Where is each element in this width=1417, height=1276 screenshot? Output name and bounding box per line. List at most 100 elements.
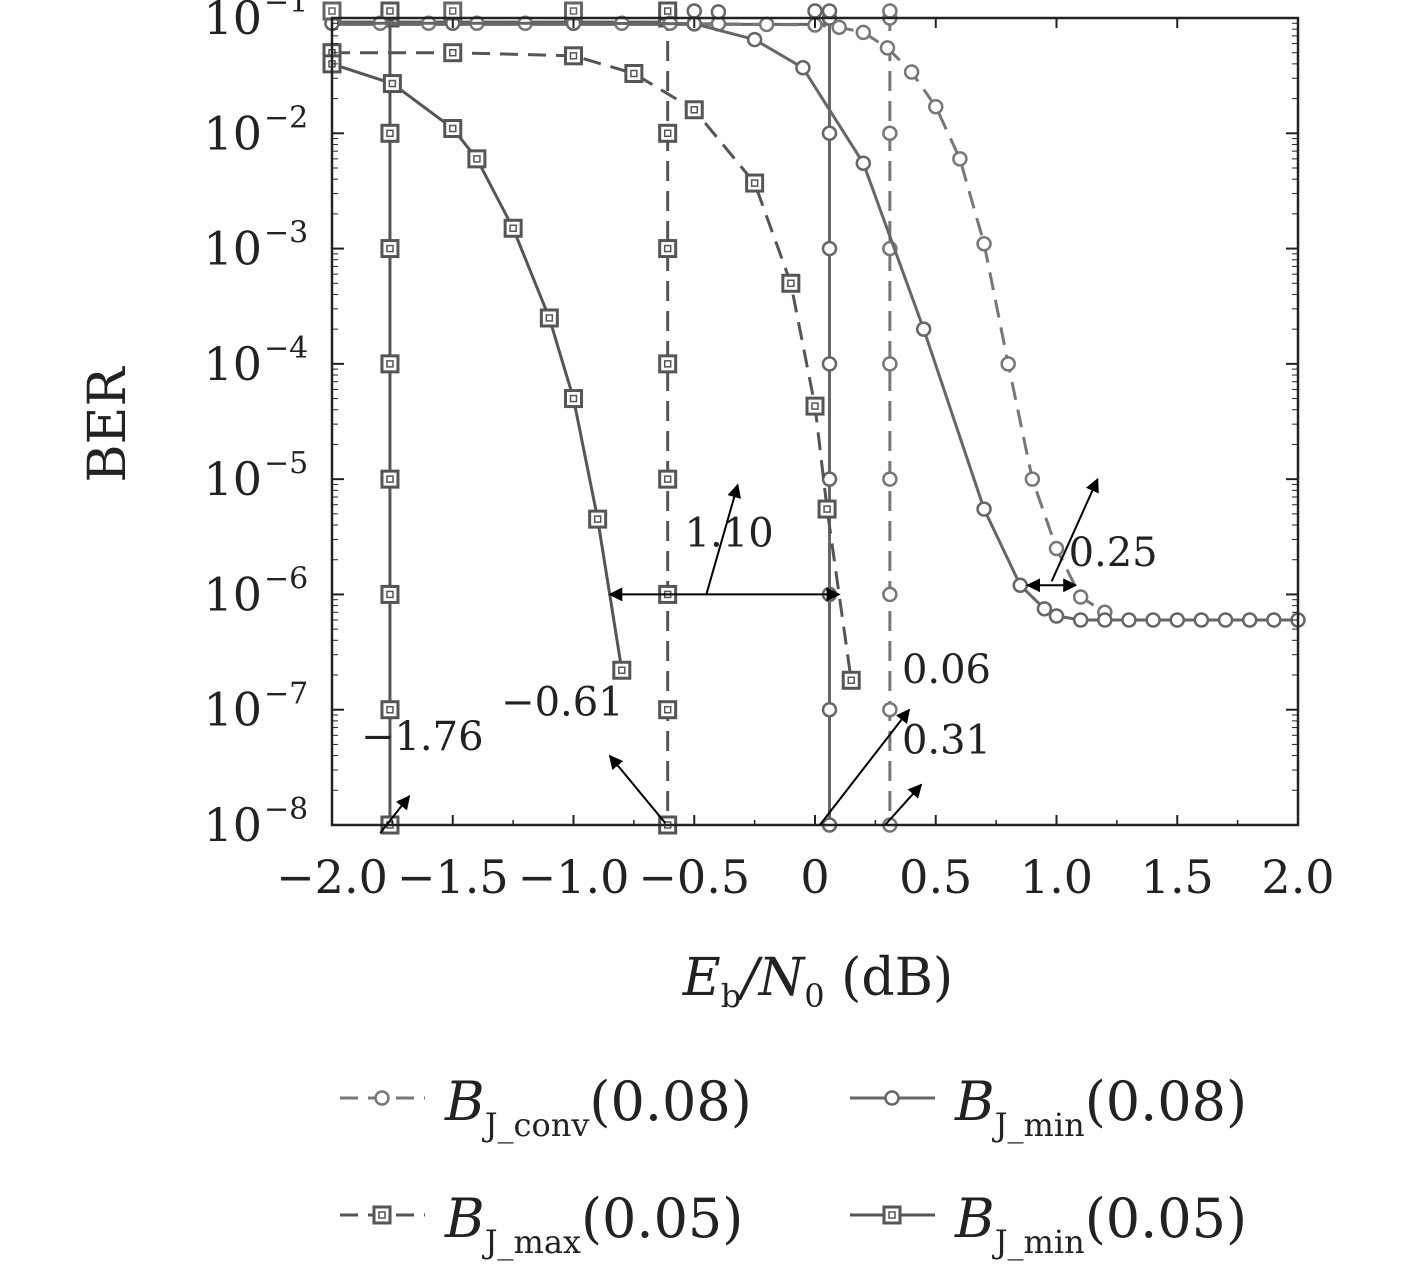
point-min008 bbox=[1145, 612, 1161, 628]
threshold-marker-inner bbox=[663, 129, 672, 138]
y-tick-exponent: −8 bbox=[264, 792, 308, 827]
threshold-marker bbox=[882, 125, 898, 142]
y-tick-label: 10 bbox=[203, 798, 262, 852]
legend: BJ_conv(0.08) BJ_min(0.08) BJ_max(0.05) BJ_… bbox=[340, 1070, 1247, 1261]
point-max005-inner bbox=[449, 48, 457, 57]
y-tick-label: 10 bbox=[203, 452, 262, 506]
point-max005-inner bbox=[823, 505, 831, 513]
threshold-marker bbox=[821, 701, 838, 718]
y-tick-label: 10 bbox=[203, 567, 262, 621]
top-marker bbox=[710, 4, 727, 20]
threshold-marker-inner bbox=[386, 129, 394, 138]
point-max005-inner bbox=[787, 279, 795, 288]
point-min005-inner bbox=[449, 124, 457, 133]
threshold-marker bbox=[821, 125, 838, 142]
point-min008 bbox=[1097, 612, 1113, 628]
point-max005-inner bbox=[690, 106, 698, 114]
point-conv008 bbox=[1072, 589, 1089, 605]
gap-pointer-1-10 bbox=[705, 483, 741, 595]
y-tick-label: 10 bbox=[203, 0, 262, 45]
point-conv008 bbox=[758, 16, 775, 33]
y-tick-exponent: −4 bbox=[264, 331, 308, 366]
x-tick-label: −1.0 bbox=[518, 850, 630, 904]
annotation-layer: 1.10 0.25 −1.76 −0.61 0.06 0.31 bbox=[361, 477, 1158, 834]
x-tick-label: 2.0 bbox=[1261, 850, 1334, 904]
series-min005 bbox=[322, 54, 632, 680]
y-tick-label: 10 bbox=[203, 222, 262, 276]
y-tick-exponent: −5 bbox=[264, 446, 308, 481]
threshold-marker bbox=[882, 701, 898, 718]
legend-entry-min008: BJ_min(0.08) bbox=[850, 1070, 1247, 1144]
point-max005-inner bbox=[847, 676, 855, 685]
x-axis-title-sub2: 0 bbox=[804, 977, 824, 1015]
point-conv008 bbox=[903, 64, 920, 80]
threshold-marker bbox=[882, 471, 898, 487]
annotation-0-06: 0.06 bbox=[902, 647, 991, 693]
y-tick-label: 10 bbox=[203, 683, 262, 737]
point-max005-inner bbox=[569, 52, 578, 60]
legend-marker bbox=[374, 1090, 390, 1106]
legend-label: BJ_min(0.05) bbox=[954, 1187, 1247, 1261]
annotation-minus-1-76: −1.76 bbox=[361, 714, 484, 760]
x-axis-title-mid: /N bbox=[736, 948, 806, 1008]
threshold-marker-inner bbox=[386, 475, 394, 483]
point-conv008 bbox=[1024, 471, 1041, 487]
threshold-marker-top-inner bbox=[663, 7, 672, 15]
y-tick-label: 10 bbox=[203, 337, 262, 391]
point-min008 bbox=[1121, 612, 1137, 628]
point-max005-inner bbox=[630, 69, 638, 78]
y-tick-exponent: −3 bbox=[264, 216, 308, 251]
x-tick-label: 1.5 bbox=[1141, 850, 1214, 904]
y-tick-exponent: −7 bbox=[264, 677, 308, 712]
x-tick-label: −1.5 bbox=[397, 850, 509, 904]
top-marker-inner bbox=[328, 7, 336, 15]
threshold-marker-inner bbox=[663, 705, 672, 714]
top-marker bbox=[686, 3, 702, 19]
top-marker-inner bbox=[569, 7, 578, 15]
y-tick-label: 10 bbox=[203, 106, 262, 160]
point-min005-inner bbox=[509, 224, 517, 233]
x-tick-label: 0.5 bbox=[899, 850, 972, 904]
annotation-minus-0-61: −0.61 bbox=[501, 679, 624, 725]
point-conv008 bbox=[952, 151, 968, 167]
x-axis-title-main: E bbox=[682, 948, 721, 1008]
threshold-marker-top-inner bbox=[386, 7, 394, 15]
x-tick-label: −0.5 bbox=[638, 850, 750, 904]
point-min008 bbox=[1193, 612, 1210, 628]
point-min005-inner bbox=[569, 394, 578, 403]
point-min008 bbox=[1036, 601, 1053, 617]
threshold-marker bbox=[821, 471, 838, 487]
threshold-marker-inner bbox=[663, 244, 672, 253]
point-min008 bbox=[1266, 612, 1282, 628]
threshold-marker bbox=[882, 586, 898, 603]
x-tick-label: 0 bbox=[800, 850, 829, 904]
legend-marker-inner bbox=[378, 1211, 386, 1219]
threshold-marker bbox=[821, 356, 838, 372]
annotation-0-31: 0.31 bbox=[902, 718, 991, 764]
threshold-marker-inner bbox=[386, 705, 394, 714]
threshold-marker-inner bbox=[663, 360, 672, 368]
point-conv008 bbox=[1000, 356, 1016, 372]
threshold-marker bbox=[821, 240, 838, 257]
threshold-marker-inner bbox=[386, 244, 394, 253]
threshold-3 bbox=[882, 3, 898, 833]
point-min008 bbox=[1217, 612, 1234, 628]
legend-label: BJ_conv(0.08) bbox=[444, 1070, 752, 1144]
pointer-minus-1-76 bbox=[379, 795, 411, 834]
point-min008 bbox=[746, 31, 763, 48]
x-axis-title: Eb/N0 (dB) bbox=[682, 948, 953, 1015]
top-marker-inner bbox=[449, 7, 457, 15]
threshold-marker-inner bbox=[386, 590, 394, 599]
annotation-1-10: 1.10 bbox=[685, 510, 774, 556]
point-min005-inner bbox=[545, 314, 554, 322]
series-line-max005 bbox=[332, 51, 853, 681]
x-tick-label: −2.0 bbox=[276, 850, 388, 904]
y-tick-exponent: −6 bbox=[264, 561, 308, 596]
threshold-marker bbox=[882, 356, 898, 372]
annotation-0-25: 0.25 bbox=[1069, 530, 1158, 576]
legend-marker bbox=[884, 1090, 900, 1106]
point-min008 bbox=[1241, 612, 1258, 628]
legend-entry-conv008: BJ_conv(0.08) bbox=[340, 1070, 752, 1144]
threshold-marker-top bbox=[882, 3, 898, 19]
point-min005-inner bbox=[618, 666, 626, 674]
